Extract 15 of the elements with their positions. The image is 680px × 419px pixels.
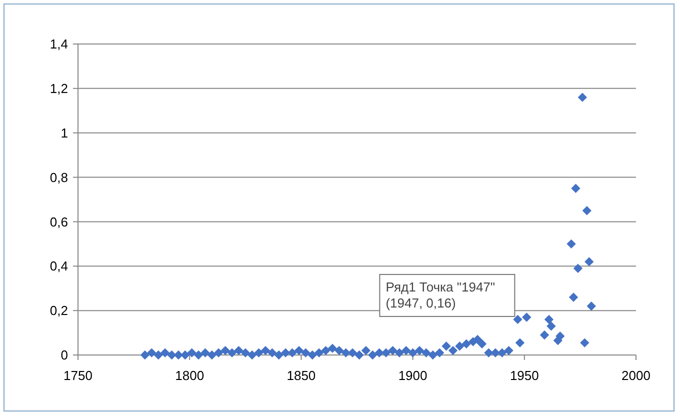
x-tick-label: 1900 <box>398 368 428 383</box>
y-tick-label: 0,4 <box>50 258 68 274</box>
y-tick-label: 0,8 <box>50 170 68 185</box>
y-tick-label: 1,2 <box>50 80 68 96</box>
y-tick-label: 1,4 <box>50 36 68 52</box>
y-tick-label: 0,6 <box>50 214 68 230</box>
x-tick-label: 1800 <box>175 368 204 383</box>
x-tick-label: 2000 <box>622 368 650 383</box>
x-tick-label: 1850 <box>286 368 316 383</box>
annotation: Ряд1 Точка "1947" (1947, 0,16) <box>386 279 496 310</box>
y-tick-label: 0,2 <box>50 303 68 318</box>
x-tick-label: 1750 <box>64 368 92 383</box>
y-tick-label: 1 <box>60 125 68 140</box>
y-tick-label: 0 <box>60 348 68 363</box>
x-tick-label: 1950 <box>510 368 539 383</box>
